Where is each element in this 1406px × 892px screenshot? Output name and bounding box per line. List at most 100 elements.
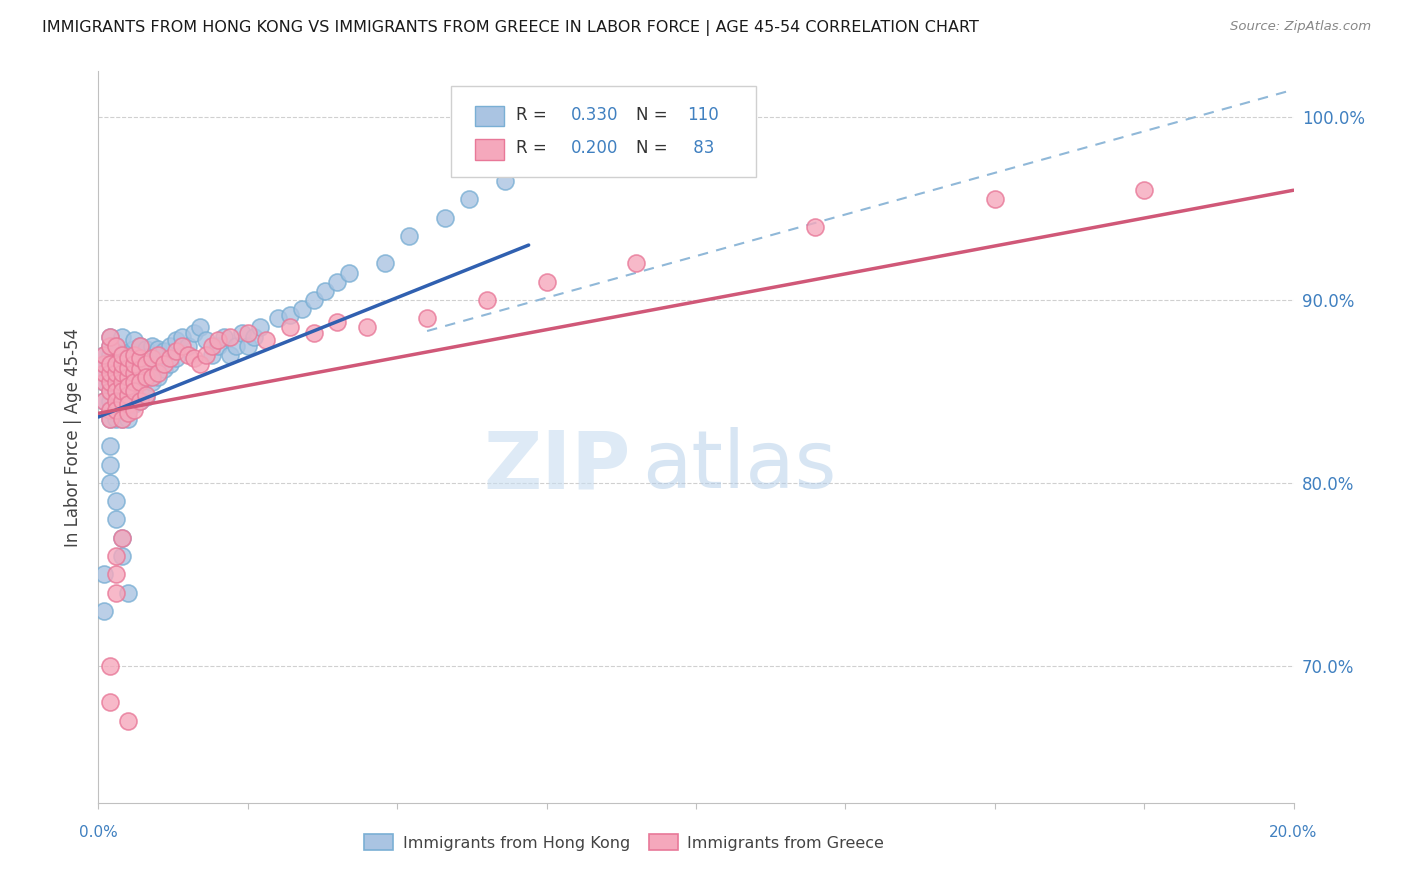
Point — [302, 326, 325, 340]
Point — [141, 369, 163, 384]
Point — [98, 393, 122, 408]
Point — [135, 343, 157, 357]
Point — [93, 366, 115, 380]
Text: 83: 83 — [688, 139, 714, 157]
Point — [111, 329, 134, 343]
Point — [135, 369, 157, 384]
Point — [129, 384, 152, 399]
Point — [98, 366, 122, 380]
Point — [111, 384, 134, 399]
Point — [326, 275, 349, 289]
Point — [159, 351, 181, 366]
Point — [278, 320, 301, 334]
Point — [117, 360, 139, 375]
Point — [117, 714, 139, 728]
Point — [165, 333, 187, 347]
Point — [98, 329, 122, 343]
Point — [129, 338, 152, 352]
Text: atlas: atlas — [643, 427, 837, 506]
Point — [93, 604, 115, 618]
Point — [105, 585, 128, 599]
Point — [111, 411, 134, 425]
Point — [105, 366, 128, 380]
Point — [98, 384, 122, 399]
Point — [105, 338, 128, 352]
Point — [1133, 183, 1156, 197]
Point — [93, 366, 115, 380]
Point — [117, 369, 139, 384]
Point — [98, 402, 122, 417]
Point — [339, 265, 361, 279]
Point — [105, 411, 128, 425]
Point — [129, 338, 152, 352]
Point — [159, 357, 181, 371]
Point — [93, 393, 115, 408]
Point — [98, 375, 122, 389]
Point — [98, 338, 122, 352]
Point — [111, 366, 134, 380]
Point — [183, 351, 205, 366]
Point — [93, 348, 115, 362]
Point — [195, 333, 218, 347]
Point — [98, 475, 122, 490]
Point — [111, 348, 134, 362]
Point — [105, 357, 128, 371]
Point — [111, 402, 134, 417]
Point — [93, 357, 115, 371]
Point — [129, 375, 152, 389]
Point — [117, 351, 139, 366]
Point — [219, 348, 242, 362]
Point — [111, 411, 134, 425]
Point — [111, 384, 134, 399]
Text: R =: R = — [516, 106, 551, 124]
Point — [267, 311, 290, 326]
FancyBboxPatch shape — [475, 139, 503, 160]
Point — [135, 371, 157, 385]
Point — [124, 366, 146, 380]
Point — [105, 549, 128, 563]
Point — [165, 344, 187, 359]
Point — [458, 192, 481, 206]
Point — [124, 360, 146, 375]
Point — [201, 338, 224, 352]
Point — [135, 390, 157, 404]
Point — [117, 402, 139, 417]
Point — [494, 174, 516, 188]
Point — [111, 549, 134, 563]
Point — [302, 293, 325, 307]
Text: 20.0%: 20.0% — [1270, 825, 1317, 839]
Point — [124, 384, 146, 399]
Point — [93, 393, 115, 408]
Point — [236, 338, 259, 352]
Point — [98, 402, 122, 417]
Point — [117, 388, 139, 402]
Point — [98, 366, 122, 380]
FancyBboxPatch shape — [451, 86, 756, 178]
Point — [105, 512, 128, 526]
Point — [153, 362, 176, 376]
Point — [254, 333, 277, 347]
Point — [98, 439, 122, 453]
Point — [177, 348, 200, 362]
Point — [475, 293, 498, 307]
Point — [212, 329, 235, 343]
Point — [124, 333, 146, 347]
Point — [105, 402, 128, 417]
Point — [117, 585, 139, 599]
Point — [124, 343, 146, 357]
Point — [98, 329, 122, 343]
Point — [124, 348, 146, 362]
Point — [111, 531, 134, 545]
Point — [207, 333, 229, 347]
Point — [124, 351, 146, 366]
Point — [219, 329, 242, 343]
Point — [117, 379, 139, 393]
Point — [148, 343, 170, 357]
Point — [111, 366, 134, 380]
Point — [124, 402, 146, 417]
Point — [117, 384, 139, 399]
Text: 0.200: 0.200 — [571, 139, 617, 157]
Point — [626, 256, 648, 270]
Point — [98, 375, 122, 389]
Point — [105, 366, 128, 380]
